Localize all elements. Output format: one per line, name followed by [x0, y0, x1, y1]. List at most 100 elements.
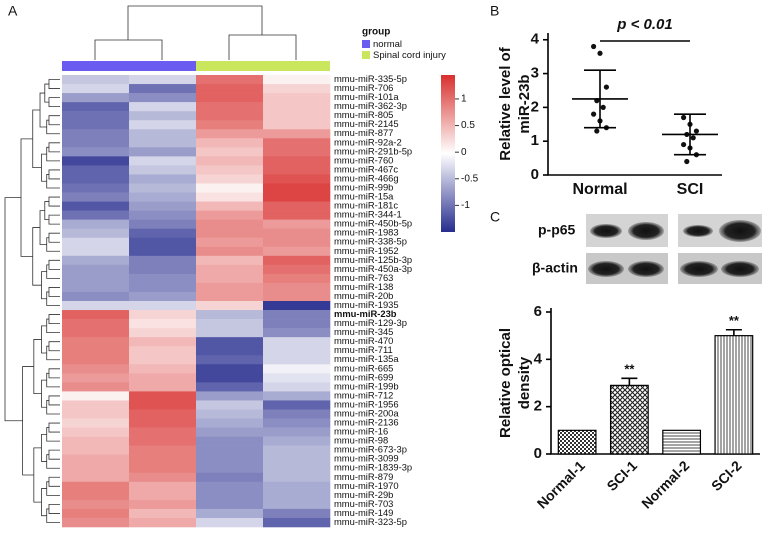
- bar: [714, 335, 754, 455]
- heatmap-cell: [129, 319, 197, 329]
- row-label: mmu-miR-345: [334, 326, 393, 337]
- heatmap-cell: [129, 192, 197, 202]
- row-label: mmu-miR-699: [334, 371, 393, 382]
- data-point: [594, 128, 600, 134]
- heatmap-cell: [129, 93, 197, 103]
- heatmap-cell: [62, 264, 130, 275]
- heatmap-cell: [196, 418, 264, 428]
- heatmap-cell: [129, 111, 197, 121]
- heatmap-cell: [129, 246, 197, 257]
- colorbar-tick-label: 1: [461, 94, 467, 105]
- heatmap-cell: [62, 436, 130, 446]
- heatmap-cell: [62, 409, 130, 419]
- heatmap-cell: [129, 102, 197, 112]
- x-tick-label: SCI-2: [708, 457, 745, 494]
- heatmap-cell: [62, 481, 130, 492]
- heatmap-cell: [129, 84, 197, 94]
- heatmap-cell: [263, 355, 331, 365]
- data-point: [681, 141, 687, 148]
- y-axis-label: Relative optical: [497, 328, 514, 438]
- heatmap-cell: [129, 310, 197, 320]
- heatmap-cell: [62, 463, 130, 474]
- heatmap-cell: [62, 301, 130, 311]
- heatmap-cell: [263, 156, 331, 166]
- heatmap-cell: [263, 517, 331, 528]
- row-label: mmu-miR-98: [334, 435, 388, 446]
- row-label: mmu-miR-470: [334, 335, 393, 346]
- heatmap-cell: [62, 282, 130, 293]
- legend-swatch: [362, 51, 370, 59]
- heatmap-cell: [196, 490, 264, 501]
- row-label: mmu-miR-760: [334, 154, 393, 165]
- group-bar: [196, 61, 263, 71]
- heatmap-cell: [196, 454, 264, 465]
- heatmap-cell: [62, 445, 130, 455]
- heatmap-cell: [129, 201, 197, 211]
- y-tick-label: 1: [531, 132, 539, 149]
- heatmap-cell: [263, 219, 331, 229]
- x-tick-label: Normal: [572, 181, 627, 198]
- y-tick-label: 4: [534, 350, 543, 367]
- heatmap-cell: [196, 373, 264, 383]
- colorbar-tick-label: -0.5: [461, 173, 479, 184]
- heatmap-cell: [263, 445, 331, 455]
- heatmap-cell: [263, 319, 331, 329]
- heatmap-cell: [129, 517, 197, 528]
- heatmap-cell: [196, 499, 264, 510]
- heatmap-cell: [129, 120, 197, 130]
- row-label: mmu-miR-138: [334, 281, 393, 292]
- heatmap-cell: [263, 102, 331, 112]
- heatmap-cell: [62, 246, 130, 257]
- row-label: mmu-miR-712: [334, 389, 393, 400]
- row-label: mmu-miR-673-3p: [334, 444, 407, 455]
- row-label: mmu-miR-805: [334, 109, 393, 120]
- western-blot: [586, 214, 762, 284]
- heatmap-cell: [129, 373, 197, 383]
- heatmap-cell: [263, 409, 331, 419]
- heatmap-cell: [196, 508, 264, 519]
- heatmap-cell: [263, 310, 331, 320]
- heatmap-cell: [62, 183, 130, 193]
- row-label: mmu-miR-1952: [334, 245, 399, 256]
- heatmap-cell: [196, 156, 264, 166]
- heatmap-cell: [263, 237, 331, 248]
- heatmap-cell: [62, 454, 130, 465]
- heatmap-cell: [62, 192, 130, 202]
- heatmap-cell: [263, 255, 331, 266]
- heatmap-cell: [129, 445, 197, 455]
- panel-label: B: [490, 3, 499, 19]
- heatmap-cell: [62, 490, 130, 501]
- heatmap-cell: [62, 472, 130, 483]
- colorbar: [441, 75, 455, 232]
- row-label: mmu-miR-466g: [334, 172, 399, 183]
- heatmap-cell: [129, 355, 197, 365]
- row-label: mmu-miR-1935: [334, 299, 399, 310]
- heatmap-cell: [263, 192, 331, 202]
- heatmap-cell: [62, 273, 130, 284]
- heatmap-cell: [196, 120, 264, 130]
- heatmap-cell: [263, 84, 331, 94]
- heatmap-cell: [196, 93, 264, 103]
- y-tick-label: 0: [534, 445, 542, 462]
- heatmap-cell: [129, 219, 197, 229]
- heatmap-cell: [62, 346, 130, 356]
- data-point: [603, 84, 610, 90]
- heatmap-cell: [62, 382, 130, 392]
- y-axis-label: Relative level of: [497, 46, 514, 160]
- heatmap-cell: [62, 201, 130, 211]
- y-tick-label: 6: [534, 303, 542, 320]
- bar: [557, 429, 597, 455]
- row-label: mmu-miR-763: [334, 272, 393, 283]
- bar: [609, 384, 649, 455]
- heatmap-cell: [129, 364, 197, 374]
- heatmap-cell: [263, 301, 331, 311]
- heatmap-cell: [196, 228, 264, 239]
- row-label: mmu-miR-29b: [334, 489, 393, 500]
- y-axis-label: miR-23b: [516, 74, 533, 133]
- heatmap-cell: [263, 382, 331, 392]
- heatmap-cell: [263, 246, 331, 257]
- heatmap-cell: [62, 120, 130, 130]
- heatmap-cell: [62, 165, 130, 175]
- heatmap-cell: [196, 201, 264, 211]
